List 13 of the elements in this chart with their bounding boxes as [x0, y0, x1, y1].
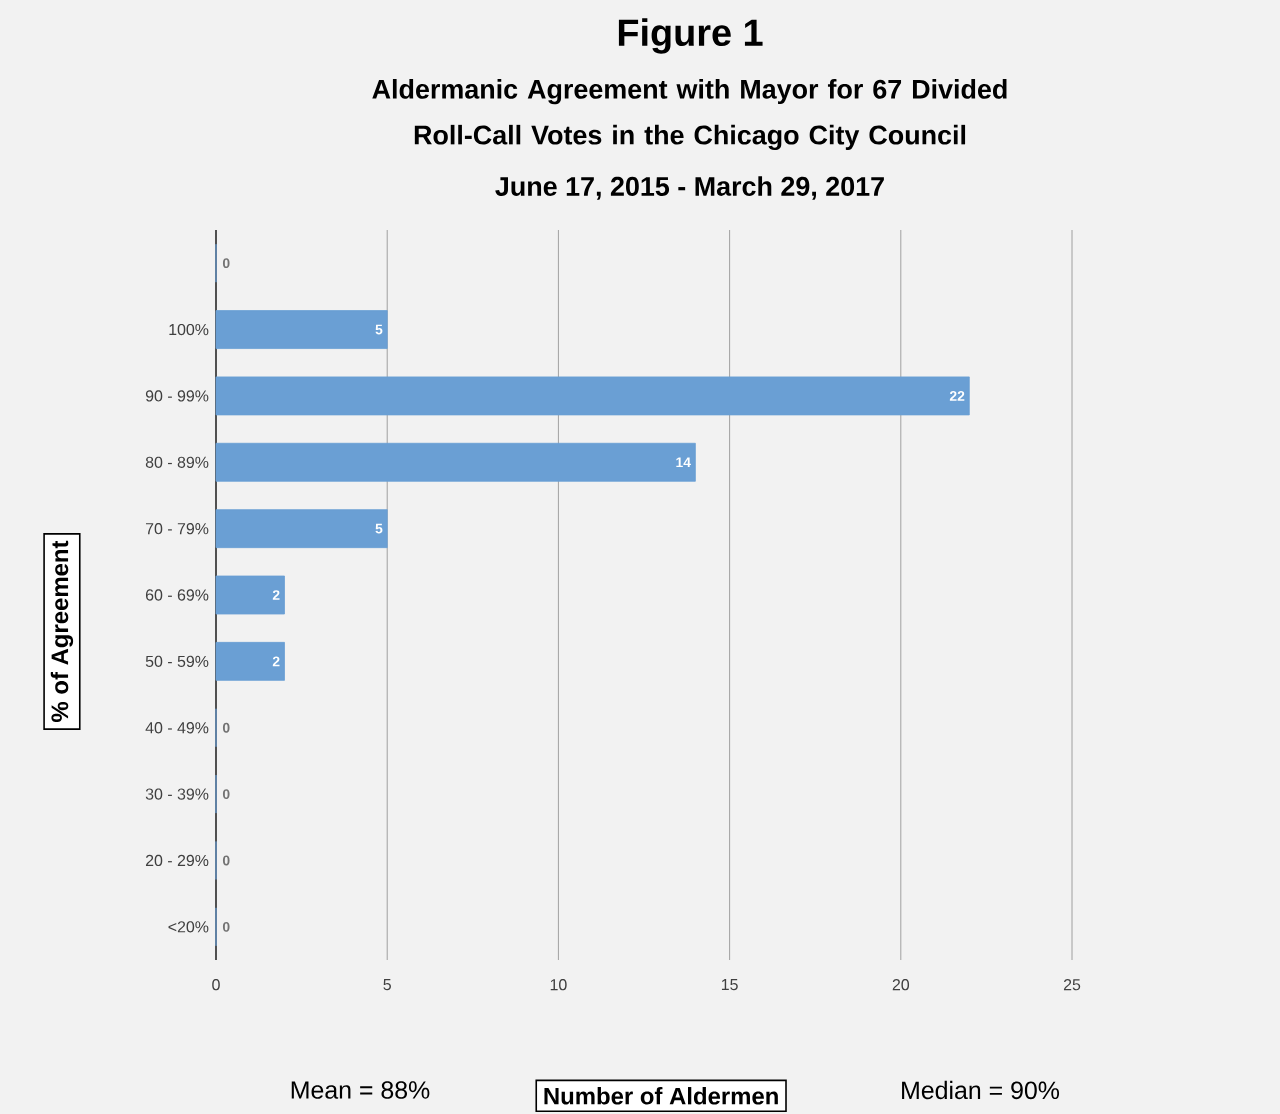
text: Median = 90%	[902, 1080, 1060, 1100]
chart-title: Figure 1	[618, 18, 763, 54]
bar	[215, 376, 970, 416]
x-axis-title: Number of Aldermen	[544, 1087, 778, 1105]
text: Mean = 88%	[291, 1081, 430, 1099]
bar	[215, 575, 285, 615]
bar	[215, 641, 285, 681]
bar	[215, 442, 696, 482]
bar	[215, 509, 388, 549]
text: June 17, 2015 - March 29, 2017	[495, 176, 884, 200]
chart-subtitle: Aldermanic Agreement with Mayor for 67 Divided Roll-Call Votes in the Chicago City Council	[372, 79, 1007, 151]
bar	[215, 310, 388, 349]
y-axis-title: % of Agreement	[50, 540, 74, 722]
